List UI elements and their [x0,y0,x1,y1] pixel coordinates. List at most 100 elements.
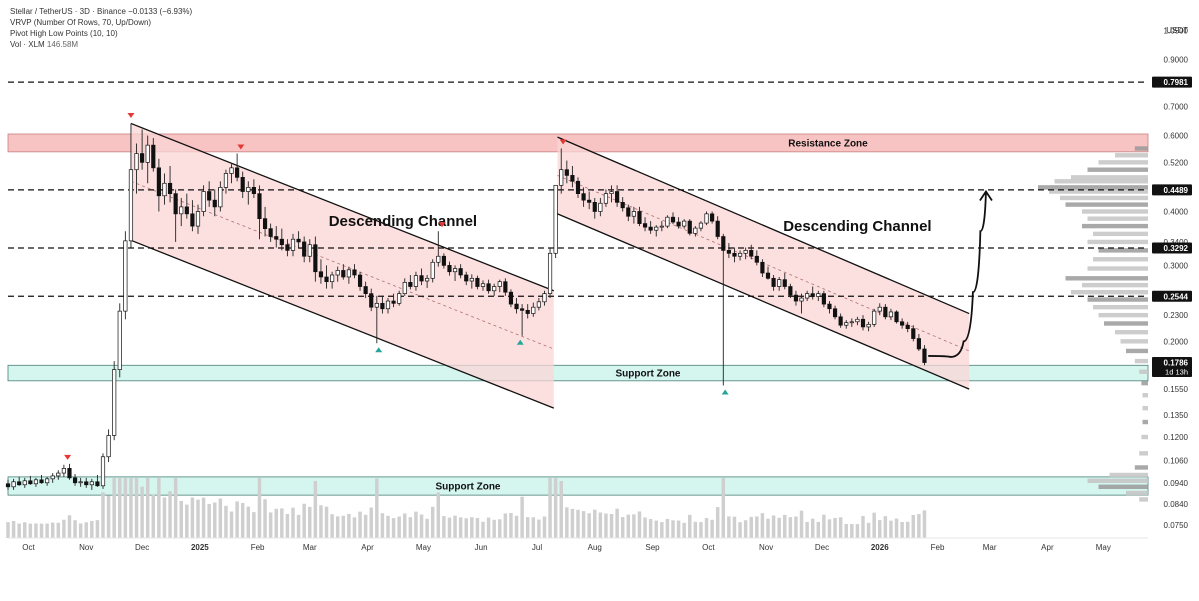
candle-body [911,328,916,339]
volume-bar [17,523,21,538]
volume-bar [112,478,116,538]
volume-bar [760,513,765,538]
pivot-high-marker [64,454,72,460]
volume-bar [11,521,16,538]
candle [838,313,843,328]
volume-bar [403,513,407,538]
volume-bar [872,512,876,538]
volume-bar [905,521,910,538]
candle-body [28,480,33,485]
volume-bar [106,495,111,538]
currency-label: USDT [1166,26,1188,35]
volume-bar [129,478,133,538]
candle [737,250,743,261]
x-tick-label: Apr [1041,543,1054,552]
volume-bar [257,478,262,538]
volume-bar [162,497,167,538]
candle-body [207,191,212,201]
volume-bar [453,515,457,538]
candle [240,171,245,198]
x-tick-label: Nov [759,543,773,552]
volume-bar [777,517,781,538]
price-badge-bg [1152,357,1192,378]
volume-profile-bar [1071,175,1148,180]
candle-body [235,167,240,178]
candle [525,304,530,319]
volume-bar [783,514,787,538]
volume-bar [330,514,334,538]
volume-bar [576,509,580,538]
volume-profile-bar [1098,312,1148,318]
candle-body [134,153,139,171]
candle [106,429,111,463]
volume-bar [391,518,396,538]
candle [78,477,83,487]
candle [911,325,916,342]
candle [419,268,424,286]
legend-pivot[interactable]: Pivot High Low Points (10, 10) [10,29,118,38]
candle-body [570,175,575,182]
candle [547,247,553,299]
volume-bar [458,517,463,538]
y-tick-label: 0.6000 [1164,132,1189,141]
candle-body [816,293,821,297]
volume-bar [682,522,686,538]
volume-bar [470,517,474,538]
channel-upper-line-1 [557,136,970,315]
x-tick-label: Oct [702,543,715,552]
price-badge-bg [1152,184,1192,196]
candle [542,290,547,306]
candle-body [458,268,463,276]
price-badge-bg [1152,290,1192,302]
volume-profile-bar [1098,248,1148,253]
candle [380,295,385,314]
x-tick-label: Feb [251,543,265,552]
candles-layer [5,123,927,490]
volume-profile-bar [1038,185,1148,190]
volume-bar [861,516,865,538]
legend-volume[interactable]: Vol · XLM 146.58M [10,39,192,50]
volume-bar [190,497,195,538]
candle-body [45,478,50,484]
candle [693,226,698,237]
candle [855,316,860,326]
candle [777,276,782,291]
volume-bar [302,503,306,538]
volume-profile-bar [1120,339,1148,344]
legend-symbol[interactable]: Stellar / TetherUS · 3D · Binance [10,7,126,16]
volume-bar [268,512,273,538]
candle [279,228,284,251]
candle-body [827,303,832,310]
candle-body [547,252,553,294]
volume-bar [414,511,418,538]
legend-vrvp[interactable]: VRVP (Number Of Rows, 70, Up/Down) [10,18,152,27]
volume-bar [246,506,251,538]
candle-body [503,281,508,293]
pivot-high-marker [438,222,446,228]
candle [626,204,631,222]
volume-bar [643,517,647,538]
volume-profile-bar [1093,304,1148,310]
candle [793,290,799,306]
x-tick-label: Sep [645,543,660,552]
x-tick-label: Mar [983,543,997,552]
candle-body [726,250,731,254]
candle [615,185,620,207]
levels-layer [8,81,1148,297]
candle [654,225,659,237]
volume-bar [380,513,385,538]
volume-bar [6,522,10,538]
candle-body [883,306,888,318]
candle [704,211,709,226]
volume-bar [866,522,871,538]
volume-bar [179,500,183,538]
volume-bar [73,520,77,538]
volume-bar [90,521,94,538]
candle [905,321,910,333]
candle [514,298,519,314]
volume-bar [838,517,843,538]
volume-bar [447,517,452,538]
candle-body [648,226,653,231]
candle [631,206,636,224]
